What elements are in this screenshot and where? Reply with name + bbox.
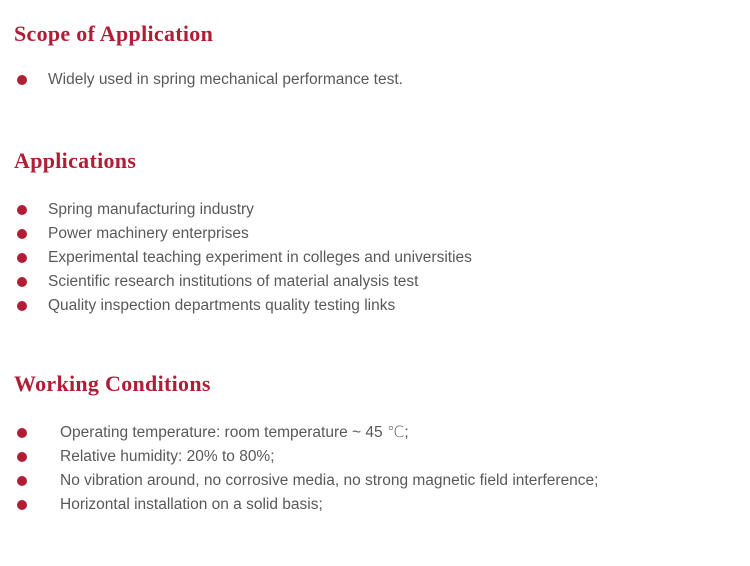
section-applications: Applications Spring manufacturing indust… (14, 146, 736, 318)
list-item: Quality inspection departments quality t… (14, 294, 736, 318)
scope-bullet-list: Widely used in spring mechanical perform… (14, 68, 736, 92)
section-heading-working-conditions: Working Conditions (14, 371, 211, 396)
list-item-text: Operating temperature: room temperature … (60, 424, 409, 441)
list-item: Power machinery enterprises (14, 222, 736, 246)
bullet-icon (17, 229, 27, 239)
list-item-text: Scientific research institutions of mate… (48, 273, 419, 290)
list-item: Scientific research institutions of mate… (14, 270, 736, 294)
list-item-text: Quality inspection departments quality t… (48, 297, 396, 314)
bullet-icon (17, 277, 27, 287)
bullet-icon (17, 428, 27, 438)
bullet-icon (17, 452, 27, 462)
working-conditions-bullet-list: Operating temperature: room temperature … (14, 421, 736, 517)
section-heading-applications: Applications (14, 148, 137, 173)
list-item: Relative humidity: 20% to 80%; (14, 445, 736, 469)
list-item-text: Power machinery enterprises (48, 225, 249, 242)
list-item-text: Widely used in spring mechanical perform… (48, 71, 403, 88)
bullet-icon (17, 301, 27, 311)
section-working-conditions: Working Conditions Operating temperature… (14, 369, 736, 517)
section-heading-scope-of-application: Scope of Application (14, 21, 214, 46)
list-item-text: Relative humidity: 20% to 80%; (60, 448, 275, 465)
bullet-icon (17, 253, 27, 263)
list-item-text: Experimental teaching experiment in coll… (48, 249, 472, 266)
list-item: Experimental teaching experiment in coll… (14, 246, 736, 270)
bullet-icon (17, 500, 27, 510)
bullet-icon (17, 476, 27, 486)
list-item: Operating temperature: room temperature … (14, 421, 736, 445)
section-scope-of-application: Scope of Application Widely used in spri… (14, 19, 736, 92)
applications-bullet-list: Spring manufacturing industry Power mach… (14, 198, 736, 318)
list-item-text: Horizontal installation on a solid basis… (60, 496, 323, 513)
bullet-icon (17, 205, 27, 215)
list-item: Horizontal installation on a solid basis… (14, 493, 736, 517)
list-item: Spring manufacturing industry (14, 198, 736, 222)
bullet-icon (17, 75, 27, 85)
list-item-text: No vibration around, no corrosive media,… (60, 472, 599, 489)
list-item-text: Spring manufacturing industry (48, 201, 254, 218)
list-item: Widely used in spring mechanical perform… (14, 68, 736, 92)
list-item: No vibration around, no corrosive media,… (14, 469, 736, 493)
